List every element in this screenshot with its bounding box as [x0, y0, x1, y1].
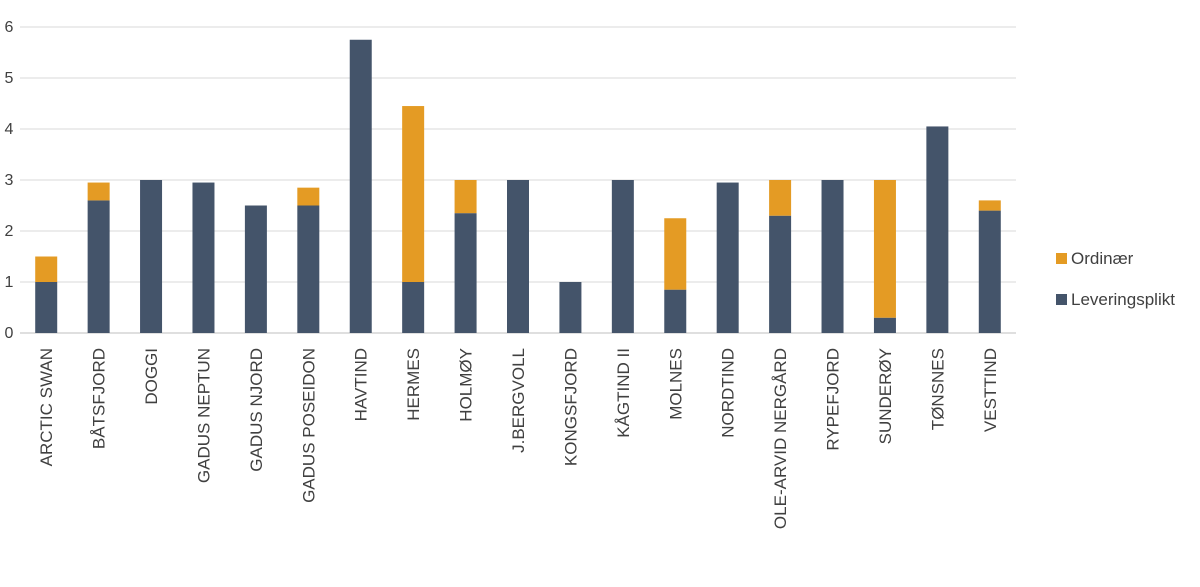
bar-leveringsplikt-1 — [87, 200, 110, 333]
bar-leveringsplikt-0 — [35, 282, 58, 333]
legend-swatch-leveringsplikt — [1056, 294, 1067, 305]
bar-leveringsplikt-10 — [559, 282, 582, 333]
bar-leveringsplikt-3 — [192, 182, 215, 333]
y-axis-ticks: 0 1 2 3 4 5 6 — [5, 19, 14, 342]
x-tick-label: HAVTIND — [352, 348, 371, 421]
x-tick-label: VESTTIND — [981, 348, 1000, 432]
bar-leveringsplikt-5 — [297, 205, 320, 333]
x-tick-label: KÅGTIND II — [614, 348, 633, 438]
bar-ordinær-5 — [297, 187, 320, 206]
bar-leveringsplikt-12 — [664, 289, 687, 333]
x-tick-label: GADUS POSEIDON — [299, 348, 318, 503]
legend: Ordinær Leveringsplikt — [1056, 249, 1175, 309]
y-tick-label-3: 3 — [5, 172, 14, 189]
bar-leveringsplikt-7 — [402, 282, 425, 333]
x-tick-label: OLE-ARVID NERGÅRD — [771, 348, 790, 529]
y-tick-label-0: 0 — [5, 325, 14, 342]
x-tick-label: TØNSNES — [928, 348, 947, 430]
bar-leveringsplikt-9 — [507, 180, 529, 333]
x-tick-label: SUNDERØY — [876, 348, 895, 444]
bar-ordinær-7 — [402, 106, 425, 282]
y-tick-label-1: 1 — [5, 274, 14, 291]
bar-leveringsplikt-15 — [821, 180, 844, 333]
bars — [35, 39, 1001, 333]
x-tick-label: HOLMØY — [457, 348, 476, 422]
x-tick-label: DOGGI — [142, 348, 161, 405]
bar-leveringsplikt-4 — [244, 205, 267, 333]
y-tick-label-4: 4 — [5, 121, 14, 138]
x-tick-label: RYPEFJORD — [824, 348, 843, 451]
y-tick-label-6: 6 — [5, 19, 14, 36]
bar-ordinær-1 — [87, 182, 110, 201]
legend-swatch-ordinær — [1056, 253, 1067, 264]
bar-leveringsplikt-6 — [349, 39, 372, 333]
bar-leveringsplikt-14 — [769, 215, 792, 333]
bar-leveringsplikt-16 — [873, 317, 896, 333]
x-tick-label: HERMES — [404, 348, 423, 421]
y-tick-label-2: 2 — [5, 223, 14, 240]
bar-leveringsplikt-11 — [611, 180, 634, 333]
x-tick-label: GADUS NEPTUN — [194, 348, 213, 483]
x-tick-label: BÅTSFJORD — [90, 348, 109, 449]
x-tick-label: NORDTIND — [719, 348, 738, 438]
bar-ordinær-16 — [873, 180, 896, 318]
bar-leveringsplikt-18 — [978, 210, 1001, 333]
bar-ordinær-0 — [35, 256, 58, 282]
x-tick-label: ARCTIC SWAN — [37, 348, 56, 466]
y-tick-label-5: 5 — [5, 70, 14, 87]
bar-ordinær-12 — [664, 218, 687, 290]
legend-label-ordinær: Ordinær — [1071, 249, 1134, 268]
x-axis-labels: ARCTIC SWAN BÅTSFJORD DOGGI GADUS NEPTUN GAD… — [37, 348, 1000, 529]
bar-leveringsplikt-8 — [454, 213, 477, 333]
x-tick-label: GADUS NJORD — [247, 348, 266, 472]
x-tick-label: KONGSFJORD — [561, 348, 580, 466]
bar-ordinær-8 — [454, 180, 477, 214]
bar-leveringsplikt-13 — [716, 182, 739, 333]
legend-label-leveringsplikt: Leveringsplikt — [1071, 290, 1175, 309]
bar-ordinær-18 — [978, 200, 1001, 211]
bar-ordinær-14 — [769, 180, 792, 216]
x-tick-label: MOLNES — [666, 348, 685, 420]
x-tick-label: J.BERGVOLL — [509, 348, 528, 453]
bar-leveringsplikt-17 — [926, 126, 949, 333]
bar-leveringsplikt-2 — [140, 180, 163, 333]
